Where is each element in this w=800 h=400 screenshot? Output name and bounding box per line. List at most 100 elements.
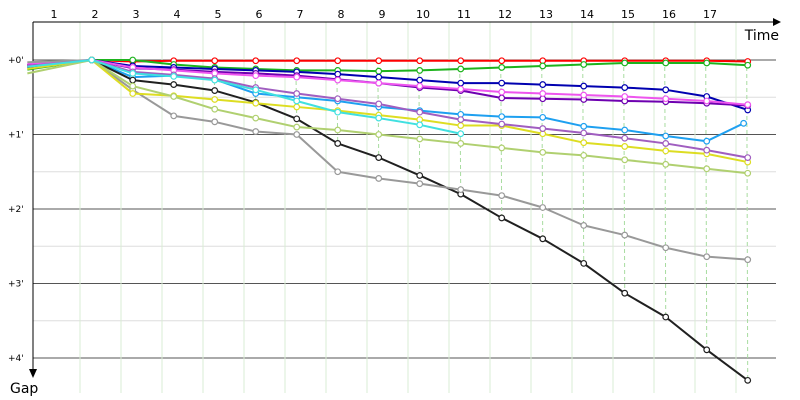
data-point <box>580 221 588 229</box>
data-point <box>662 147 670 155</box>
data-point <box>375 100 383 108</box>
data-point <box>703 97 711 105</box>
data-point <box>211 87 219 94</box>
lap-tick-labels: 1 2 3 4 5 6 7 8 9 10 11 12 13 14 15 16 17 <box>51 8 718 21</box>
data-point <box>416 82 424 90</box>
data-point <box>416 76 424 84</box>
data-point <box>252 99 260 107</box>
data-point <box>170 72 178 80</box>
vertical-grid <box>79 22 737 393</box>
data-point <box>129 56 137 64</box>
series-line <box>27 59 749 111</box>
data-point <box>498 144 506 152</box>
data-point <box>498 88 506 96</box>
lap-tick-label: 11 <box>457 8 471 21</box>
data-point <box>662 244 670 252</box>
data-point <box>498 64 506 71</box>
data-point <box>539 62 547 70</box>
lap-tick-label: 12 <box>498 8 512 21</box>
gap-tick-label: +2' <box>8 205 24 215</box>
gap-tick-label: +3' <box>8 280 24 290</box>
data-point <box>334 168 342 176</box>
data-point <box>252 114 260 122</box>
data-point <box>580 122 588 130</box>
data-point <box>539 81 547 88</box>
series-line <box>27 59 749 382</box>
lap-tick-label: 1 <box>51 8 58 21</box>
lap-tick-label: 4 <box>174 8 181 21</box>
data-point <box>744 154 752 161</box>
series-line <box>27 59 748 175</box>
data-point <box>334 108 342 116</box>
lap-tick-label: 17 <box>703 8 717 21</box>
data-point <box>457 65 465 73</box>
lap-connector <box>746 59 749 381</box>
data-point <box>539 148 547 156</box>
data-point <box>744 256 752 264</box>
data-point <box>129 76 137 84</box>
data-point <box>129 70 137 77</box>
data-point <box>621 84 629 91</box>
data-point <box>703 59 711 67</box>
data-point <box>416 135 424 143</box>
data-point <box>293 73 301 81</box>
data-point <box>170 81 178 88</box>
data-point <box>375 73 383 81</box>
data-point <box>293 123 301 131</box>
data-point <box>293 103 301 111</box>
data-point <box>457 57 465 65</box>
data-point <box>211 105 219 113</box>
data-point <box>211 118 219 126</box>
data-point <box>211 96 219 103</box>
horizontal-grid <box>33 59 776 359</box>
data-point <box>129 82 137 90</box>
data-point <box>498 214 506 222</box>
data-point <box>662 140 670 147</box>
data-point <box>457 186 465 194</box>
gap-tick-label: +0' <box>8 56 24 66</box>
data-point <box>416 172 424 179</box>
lap-tick-label: 5 <box>215 8 222 21</box>
y-axis-title: Gap <box>10 381 38 397</box>
data-point <box>88 56 96 64</box>
data-point <box>293 90 301 97</box>
series-lines <box>27 56 752 384</box>
data-point <box>252 128 260 135</box>
data-point <box>498 120 506 128</box>
lap-tick-label: 15 <box>621 8 635 21</box>
data-point <box>580 151 588 159</box>
data-point <box>662 313 670 321</box>
data-point <box>252 72 260 80</box>
lap-tick-label: 10 <box>416 8 430 21</box>
data-point <box>334 126 342 134</box>
data-point <box>170 112 178 120</box>
data-point <box>211 76 219 84</box>
data-point <box>662 160 670 168</box>
data-point <box>580 259 588 267</box>
lap-tick-label: 9 <box>379 8 386 21</box>
gap-tick-label: +1' <box>8 131 24 141</box>
data-point <box>621 156 629 164</box>
data-point <box>498 94 506 102</box>
lap-tick-label: 13 <box>539 8 553 21</box>
lap-tick-label: 3 <box>133 8 140 21</box>
data-point <box>457 140 465 147</box>
data-point <box>416 180 424 188</box>
data-point <box>703 253 711 261</box>
series-line <box>27 59 748 261</box>
data-point <box>621 143 629 150</box>
data-point <box>293 57 301 65</box>
data-point <box>211 57 219 65</box>
data-point <box>740 119 748 127</box>
data-point <box>621 59 629 67</box>
data-point <box>498 113 506 121</box>
gap-tick-labels: +0' +1' +2' +3' +4' <box>8 56 24 364</box>
data-point <box>334 57 342 65</box>
data-point <box>375 57 383 65</box>
data-point <box>703 146 711 154</box>
data-point <box>457 85 465 93</box>
series-line <box>27 59 748 106</box>
series-line <box>27 59 748 73</box>
data-point <box>416 57 424 65</box>
